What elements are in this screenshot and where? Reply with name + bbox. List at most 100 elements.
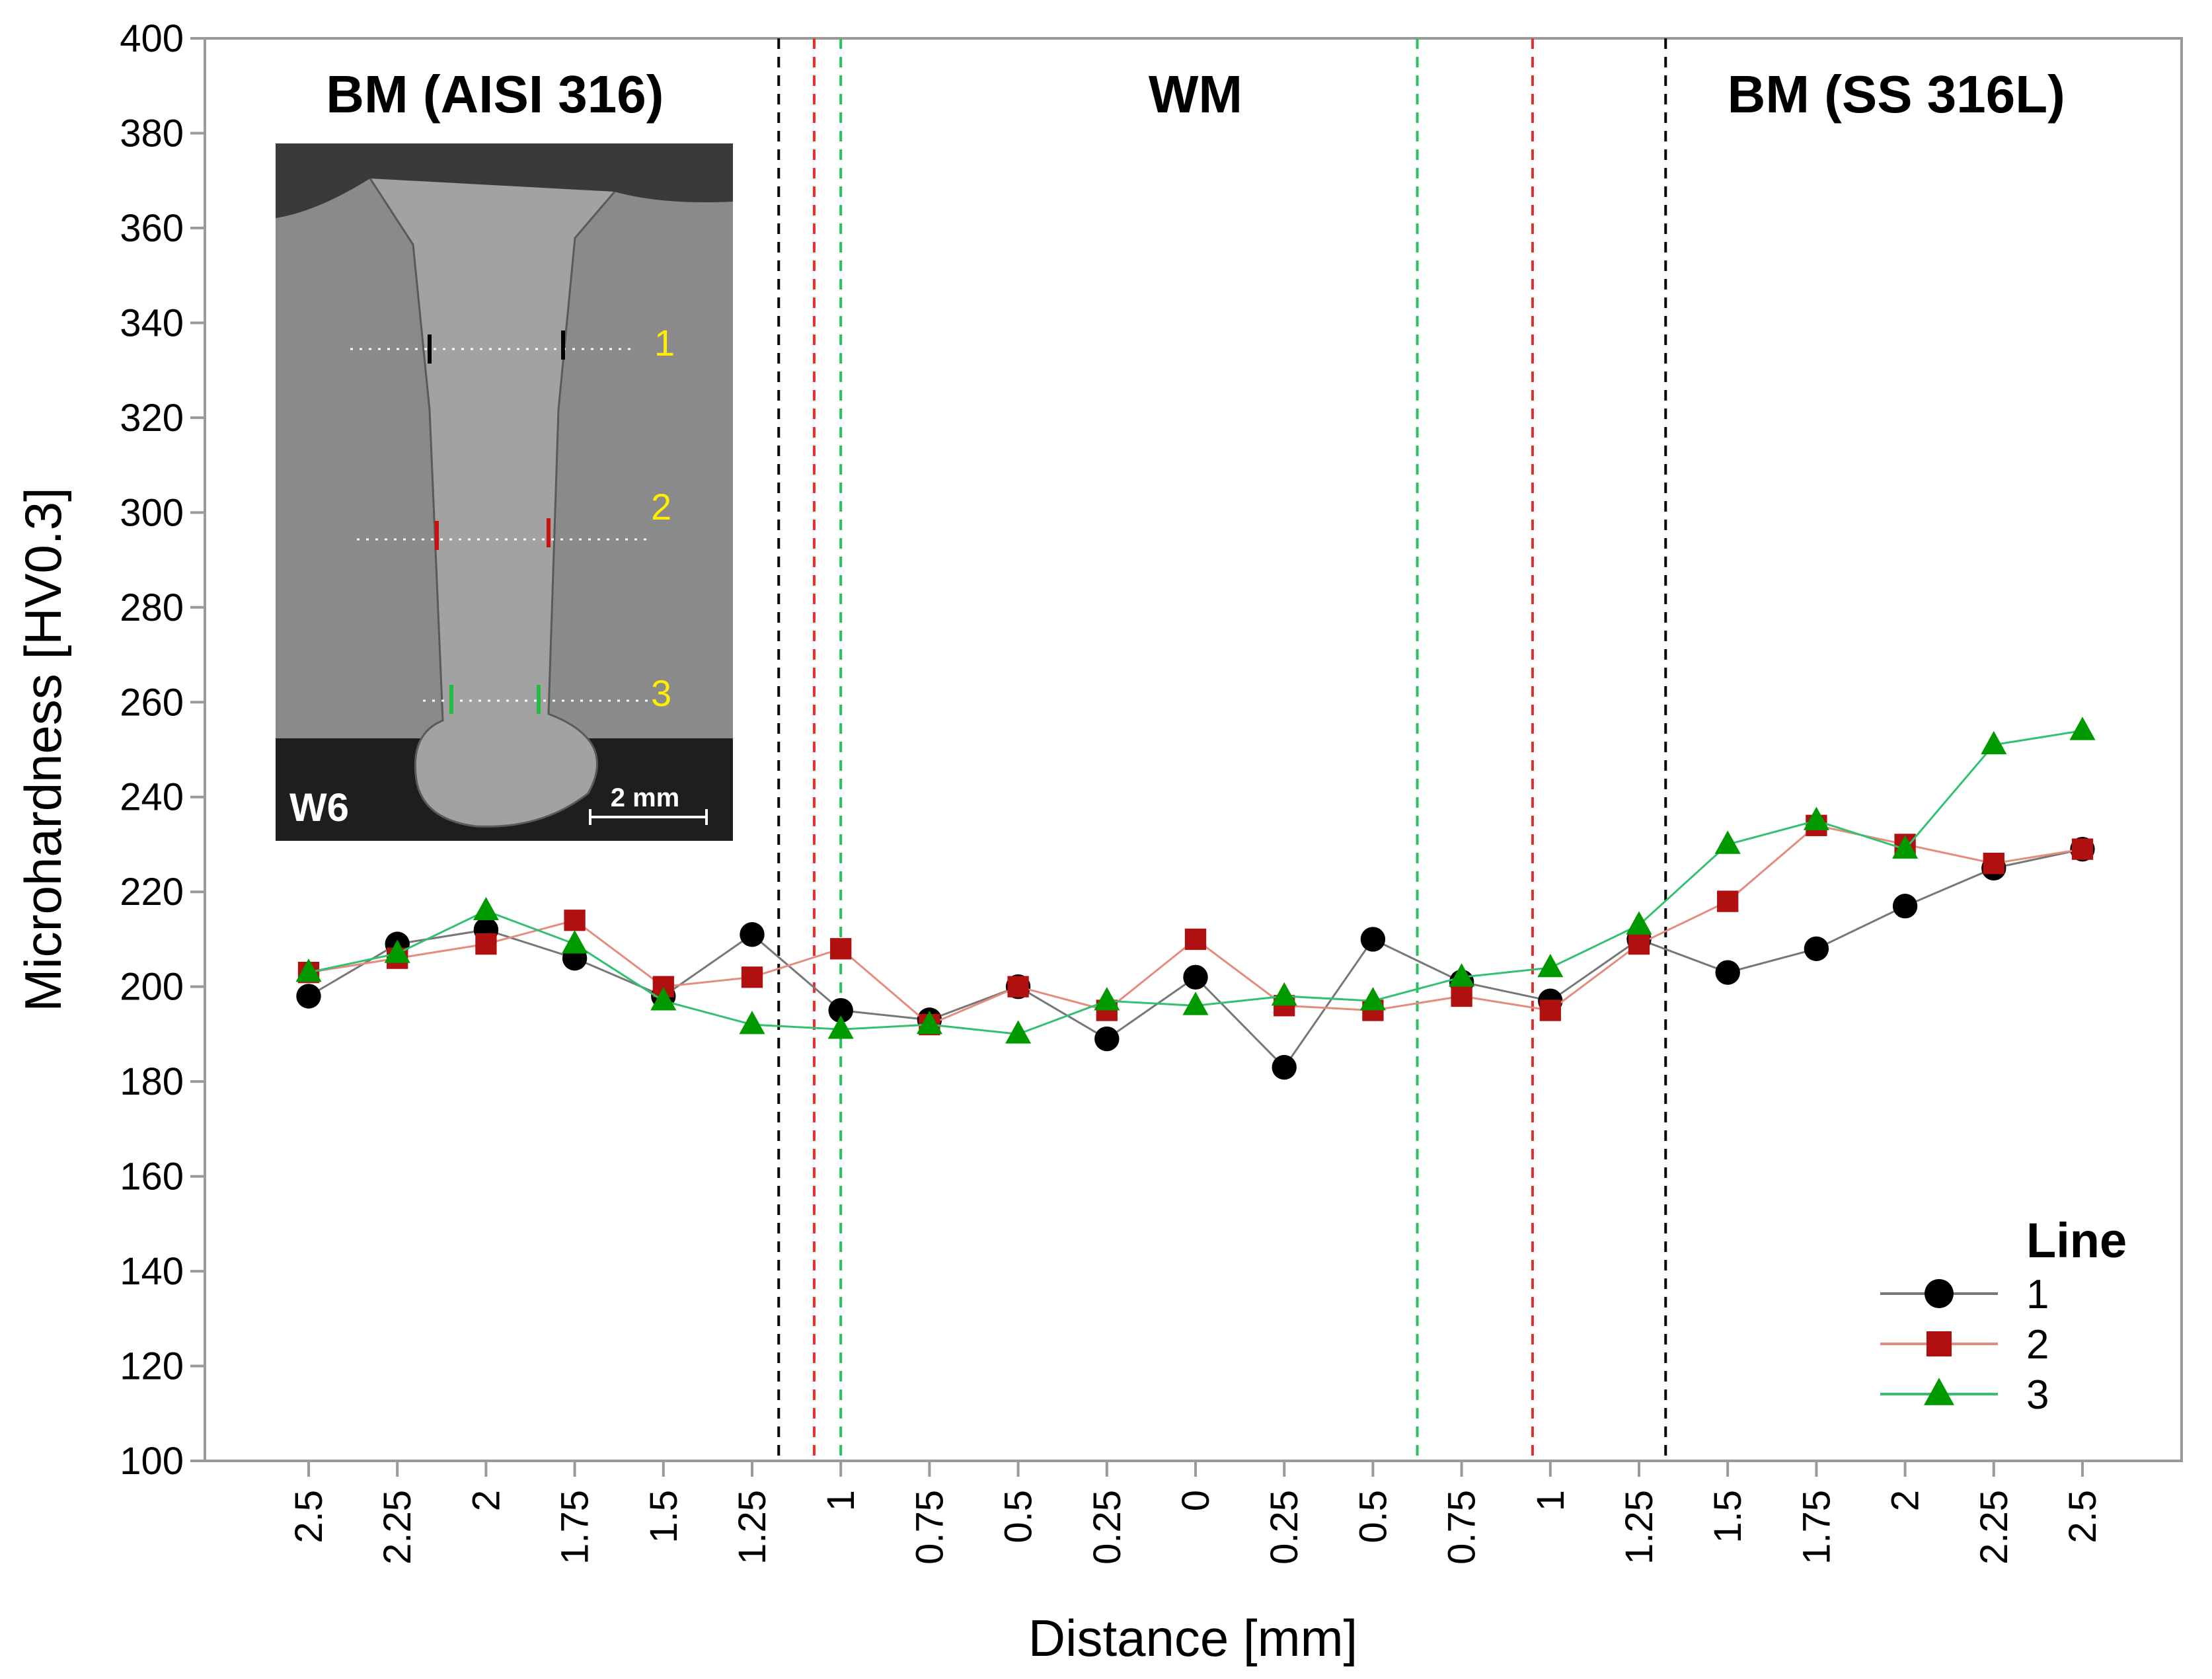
- x-tick-label: 0.5: [997, 1490, 1040, 1543]
- data-point: [1981, 730, 2007, 755]
- x-tick-label: 2: [465, 1490, 508, 1511]
- region-label: BM (AISI 316): [326, 65, 664, 124]
- data-point: [1005, 1020, 1032, 1044]
- data-point: [1983, 853, 2004, 875]
- data-point: [1449, 963, 1475, 987]
- x-tick-label: 1.25: [1618, 1490, 1661, 1565]
- y-tick-label: 340: [120, 301, 184, 344]
- y-tick-label: 240: [120, 776, 184, 819]
- data-point: [1892, 894, 1918, 919]
- y-tick-label: 160: [120, 1155, 184, 1198]
- data-point: [828, 997, 853, 1023]
- inset-line-label: 2: [651, 486, 671, 527]
- data-point: [1537, 953, 1564, 978]
- data-point: [1359, 987, 1386, 1011]
- data-point: [564, 910, 586, 931]
- x-tick-label: 1.75: [1795, 1490, 1838, 1565]
- y-tick-label: 260: [120, 681, 184, 724]
- data-point: [916, 1010, 942, 1035]
- x-axis: 2.5 2.25 2 1.75 1.5 1.25 1 0.75 0.5 0.25 0 0.25 0.5 0…: [287, 1461, 2104, 1565]
- data-point: [296, 984, 321, 1009]
- zone-boundaries: [777, 38, 1667, 1461]
- data-point: [1451, 985, 1472, 1007]
- data-point: [1183, 964, 1208, 990]
- x-tick-label: 2: [1884, 1490, 1927, 1511]
- x-tick-label: 2.25: [1973, 1490, 2016, 1565]
- y-tick-label: 120: [120, 1345, 184, 1388]
- x-tick-label: 2.5: [2061, 1490, 2104, 1543]
- x-tick-label: 0.25: [1263, 1490, 1306, 1565]
- data-point: [1892, 835, 1919, 859]
- y-tick-label: 200: [120, 966, 184, 1009]
- y-axis-title: Microhardness [HV0.3]: [14, 487, 72, 1011]
- y-tick-label: 380: [120, 112, 184, 155]
- data-point: [1626, 911, 1652, 935]
- data-point: [740, 922, 765, 947]
- data-point: [1804, 936, 1829, 961]
- x-axis-title: Distance [mm]: [1028, 1609, 1357, 1667]
- data-point: [741, 966, 763, 988]
- region-label: WM: [1149, 65, 1242, 124]
- y-tick-label: 300: [120, 491, 184, 534]
- y-axis: 100 120 140 160 180 200 220 240 260 280 300 320 340 3…: [120, 17, 205, 1483]
- weld-micrograph-inset: 1 2 3 W6 2 mm: [276, 143, 733, 841]
- y-tick-label: 360: [120, 207, 184, 250]
- x-tick-label: 1: [820, 1490, 862, 1511]
- inset-line-label: 3: [651, 672, 671, 714]
- y-tick-label: 180: [120, 1060, 184, 1103]
- legend-marker: [1925, 1279, 1954, 1308]
- y-tick-label: 280: [120, 586, 184, 629]
- legend-label: 3: [2026, 1372, 2049, 1418]
- data-point: [1094, 987, 1120, 1011]
- data-point: [830, 938, 852, 960]
- data-point: [2069, 717, 2096, 740]
- data-point: [739, 1010, 765, 1035]
- x-tick-label: 0.75: [1441, 1490, 1484, 1565]
- series-3: [295, 717, 2096, 1044]
- data-point: [475, 933, 497, 955]
- data-point: [1094, 1026, 1120, 1052]
- data-point: [562, 930, 588, 954]
- y-tick-label: 400: [120, 17, 184, 60]
- data-series: [295, 717, 2096, 1080]
- y-tick-label: 320: [120, 397, 184, 440]
- data-point: [650, 987, 677, 1011]
- data-point: [1715, 960, 1740, 985]
- region-labels: BM (AISI 316) WM BM (SS 316L): [326, 65, 2065, 124]
- x-tick-label: 0: [1174, 1490, 1217, 1511]
- data-point: [1271, 982, 1297, 1006]
- data-point: [1272, 1054, 1297, 1080]
- data-point: [1803, 806, 1829, 830]
- data-point: [1714, 830, 1741, 854]
- inset-sample-label: W6: [289, 785, 349, 830]
- inset-scale-label: 2 mm: [611, 783, 680, 812]
- data-point: [1360, 927, 1386, 952]
- data-point: [827, 1015, 854, 1039]
- x-tick-label: 0.75: [908, 1490, 951, 1565]
- x-tick-label: 1.75: [554, 1490, 597, 1565]
- x-tick-label: 1: [1529, 1490, 1572, 1511]
- legend-label: 1: [2026, 1272, 2049, 1317]
- data-point: [1184, 928, 1207, 951]
- legend-marker: [1924, 1378, 1954, 1405]
- legend-label: 2: [2026, 1322, 2049, 1368]
- inset-fusion-markers: [428, 331, 565, 714]
- x-tick-label: 1.5: [1706, 1490, 1749, 1543]
- data-point: [1007, 976, 1029, 997]
- x-tick-label: 0.25: [1086, 1490, 1129, 1565]
- data-point: [2071, 838, 2094, 860]
- data-point: [1717, 890, 1739, 912]
- inset-line-label: 1: [654, 322, 675, 364]
- region-label: BM (SS 316L): [1728, 65, 2065, 124]
- data-point: [295, 958, 322, 982]
- y-tick-label: 100: [120, 1440, 184, 1483]
- x-tick-label: 1.25: [731, 1490, 774, 1565]
- x-tick-label: 2.5: [287, 1490, 330, 1543]
- inset-top-surface: [276, 143, 733, 218]
- x-tick-label: 1.5: [642, 1490, 685, 1543]
- legend-marker: [1926, 1331, 1952, 1356]
- data-point: [1539, 999, 1561, 1021]
- data-point: [384, 939, 410, 963]
